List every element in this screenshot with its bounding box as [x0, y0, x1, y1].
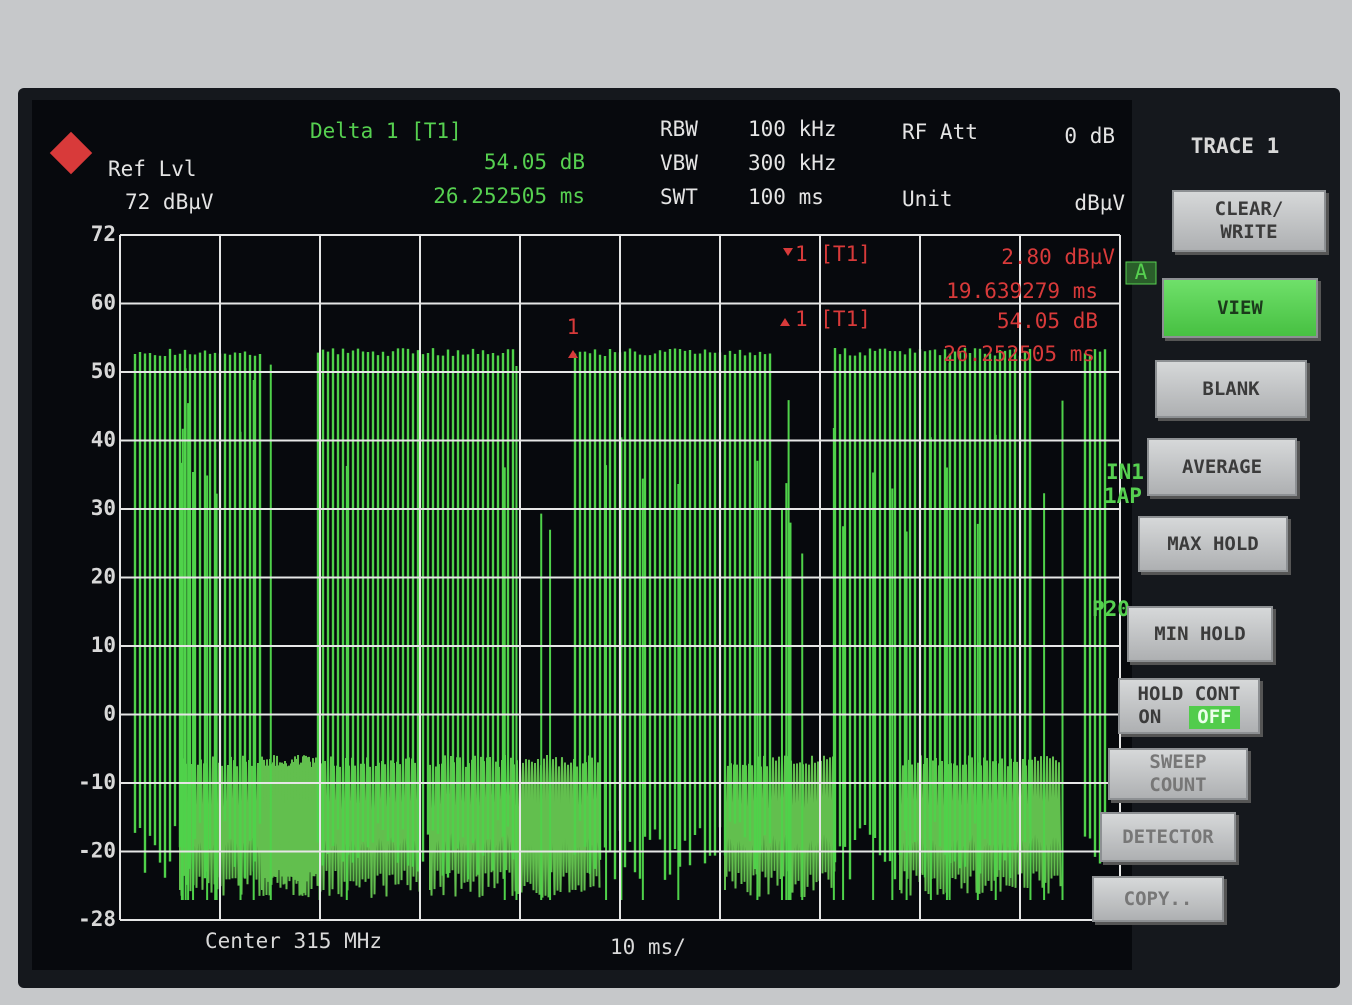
trace-burst — [1083, 349, 1107, 864]
side-box — [1125, 261, 1157, 285]
delta-symbol — [780, 318, 790, 326]
ref-value: 72 dBµV — [125, 190, 214, 214]
softkey[interactable]: MIN HOLD — [1127, 606, 1273, 662]
footer-span: 10 ms/ — [610, 935, 686, 959]
ref-lvl: Ref Lvl — [108, 157, 197, 181]
softkey-label: VIEW — [1217, 296, 1263, 319]
y-label: -10 — [78, 770, 116, 794]
y-label: 20 — [91, 565, 116, 589]
softkey[interactable]: COPY.. — [1092, 876, 1224, 922]
delta-marker-level: 54.05 dB — [997, 309, 1098, 333]
side-a: A — [1135, 260, 1148, 284]
trace-marker-label: 1 — [567, 315, 580, 339]
swt-value: 100 ms — [748, 185, 824, 209]
delta-level: 54.05 dB — [484, 150, 585, 174]
logo — [49, 131, 93, 175]
rbw-value: 100 kHz — [748, 117, 837, 141]
softkey-label: CLEAR/ — [1214, 198, 1284, 220]
y-label: -28 — [78, 907, 116, 931]
softkey[interactable]: AVERAGE — [1147, 438, 1297, 496]
y-label: 30 — [91, 496, 116, 520]
softkey[interactable]: SWEEP COUNT — [1108, 748, 1248, 800]
marker-time: 19.639279 ms — [946, 279, 1098, 303]
softkey[interactable]: BLANK — [1155, 360, 1307, 418]
vbw-value: 300 kHz — [748, 151, 837, 175]
marker-name: 1 [T1] — [795, 242, 871, 266]
softkey-label: AVERAGE — [1181, 455, 1263, 478]
trace-marker — [568, 350, 578, 358]
side-1ap: 1AP — [1104, 484, 1142, 508]
y-label: -20 — [78, 839, 116, 863]
trace-burst — [573, 348, 772, 880]
swt: SWT — [660, 185, 698, 209]
delta: Delta 1 [T1] — [310, 119, 462, 143]
trace-noise — [724, 755, 836, 898]
rf-att: RF Att — [902, 120, 978, 144]
rf-att-value: 0 dB — [1064, 124, 1115, 148]
y-label: 60 — [91, 291, 116, 315]
softkey[interactable]: DETECTOR — [1100, 812, 1236, 862]
softkey-label: DETECTOR — [1122, 825, 1214, 848]
y-label: 40 — [91, 428, 116, 452]
softkey-label: SWEEP — [1149, 751, 1207, 773]
footer-center: Center 315 MHz — [205, 929, 382, 953]
y-label: 0 — [103, 702, 116, 726]
softkey[interactable]: HOLD CONT ON OFF — [1118, 678, 1260, 734]
softkey-label: COPY.. — [1123, 887, 1193, 910]
delta-name: 1 [T1] — [795, 307, 871, 331]
softkey-label: MAX HOLD — [1167, 532, 1259, 555]
softkey[interactable]: VIEW — [1162, 278, 1318, 338]
y-label: 50 — [91, 359, 116, 383]
y-label: 10 — [91, 633, 116, 657]
side-in1: IN1 — [1106, 460, 1144, 484]
softkey-label: COUNT — [1149, 774, 1207, 796]
trace-noise — [899, 755, 1062, 898]
softkey-title: TRACE 1 — [1191, 134, 1280, 158]
softkey-option: OFF — [1189, 706, 1240, 729]
softkey-label: BLANK — [1202, 377, 1260, 400]
unit: Unit — [902, 187, 953, 211]
softkey-label: MIN HOLD — [1154, 622, 1246, 645]
vbw: VBW — [660, 151, 698, 175]
softkey-options: ON OFF — [1138, 706, 1240, 729]
softkey[interactable]: CLEAR/WRITE — [1172, 190, 1326, 252]
side-p20: P20 — [1092, 597, 1130, 621]
rbw: RBW — [660, 117, 698, 141]
y-label: 72 — [91, 222, 116, 246]
marker-level: 2.80 dBµV — [1001, 245, 1115, 269]
marker-symbol — [783, 248, 793, 256]
softkey-option: ON — [1138, 706, 1162, 728]
delta-time: 26.252505 ms — [433, 184, 585, 208]
trace-burst — [316, 348, 515, 880]
softkey[interactable]: MAX HOLD — [1138, 516, 1288, 572]
unit-value: dBµV — [1074, 191, 1125, 215]
plot — [119, 234, 1121, 921]
softkey-label: WRITE — [1220, 221, 1278, 243]
softkey-label: HOLD CONT — [1137, 683, 1241, 705]
delta-marker-time: 26.252505 ms — [943, 342, 1095, 366]
marker-info: 1 [T1] 2.80 dBµV 19.639279 ms 1 [T1] 54.… — [780, 242, 1115, 366]
